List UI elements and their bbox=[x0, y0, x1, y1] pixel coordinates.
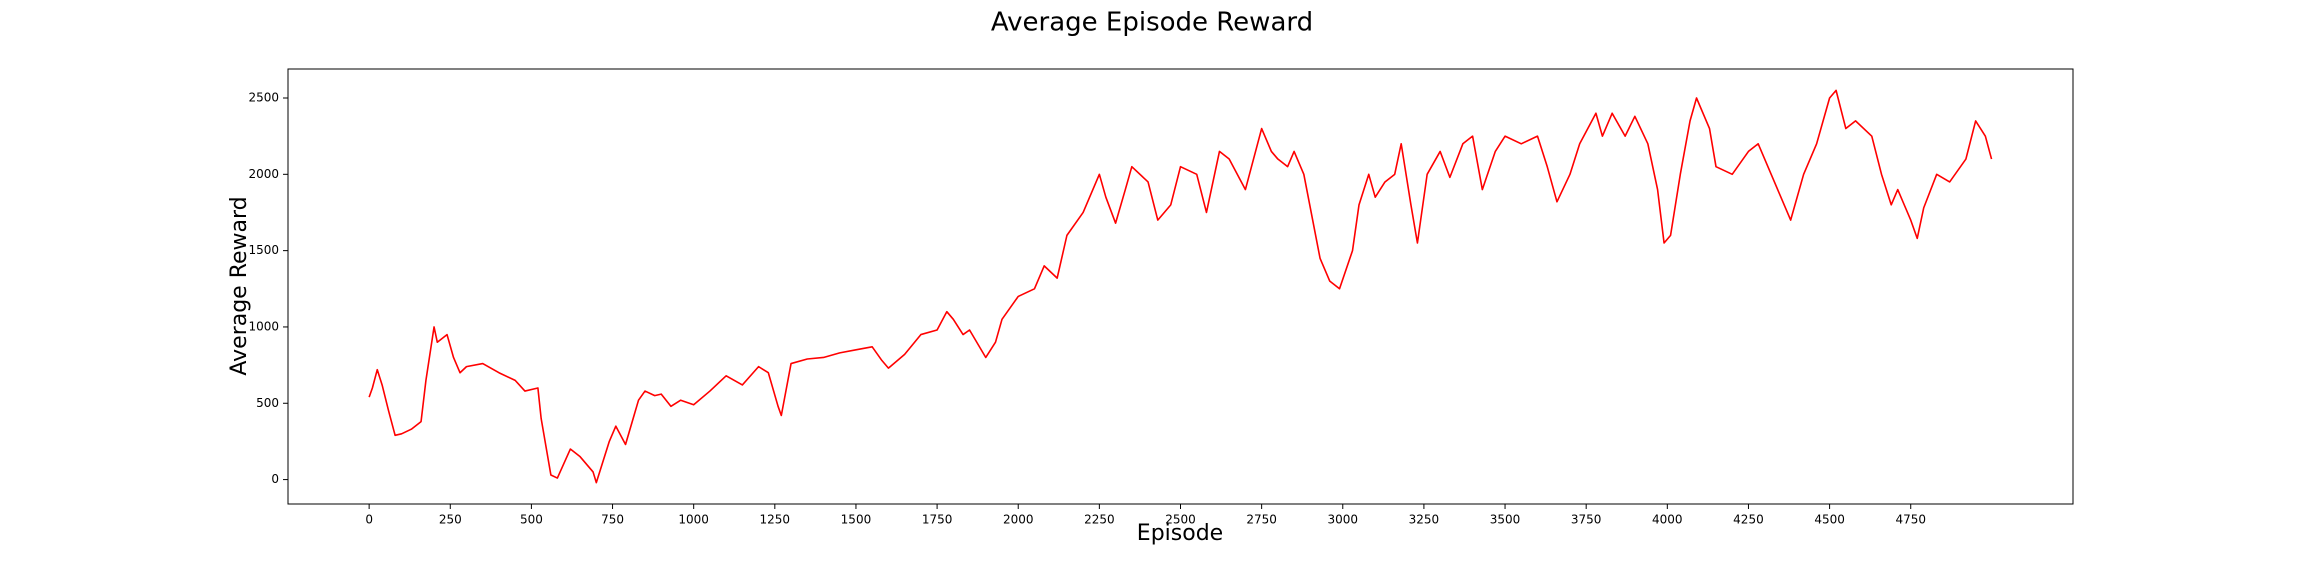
x-tick-label: 500 bbox=[520, 513, 543, 527]
x-tick-label: 3000 bbox=[1327, 513, 1358, 527]
x-tick-label: 2250 bbox=[1084, 513, 1115, 527]
x-tick-label: 4500 bbox=[1814, 513, 1845, 527]
y-tick-label: 2000 bbox=[248, 167, 279, 181]
x-tick-label: 2500 bbox=[1165, 513, 1196, 527]
y-tick-label: 0 bbox=[271, 472, 279, 486]
x-tick-label: 3750 bbox=[1571, 513, 1602, 527]
y-tick-label: 500 bbox=[256, 396, 279, 410]
x-tick-label: 1750 bbox=[922, 513, 953, 527]
x-tick-label: 3500 bbox=[1490, 513, 1521, 527]
x-tick-label: 1000 bbox=[678, 513, 709, 527]
y-tick-label: 1000 bbox=[248, 319, 279, 333]
y-tick-label: 2500 bbox=[248, 91, 279, 105]
x-tick-label: 4250 bbox=[1733, 513, 1764, 527]
x-tick-label: 2000 bbox=[1003, 513, 1034, 527]
x-tick-label: 1250 bbox=[760, 513, 791, 527]
x-tick-label: 0 bbox=[365, 513, 373, 527]
x-tick-label: 250 bbox=[439, 513, 462, 527]
data-line bbox=[368, 89, 1993, 484]
plot-frame bbox=[287, 68, 2074, 505]
x-tick-label: 1500 bbox=[841, 513, 872, 527]
y-tick-label: 1500 bbox=[248, 243, 279, 257]
x-tick-label: 750 bbox=[601, 513, 624, 527]
x-tick-label: 2750 bbox=[1246, 513, 1277, 527]
chart-title: Average Episode Reward bbox=[991, 8, 1313, 38]
x-tick-label: 3250 bbox=[1409, 513, 1440, 527]
x-tick-label: 4750 bbox=[1895, 513, 1926, 527]
x-tick-label: 4000 bbox=[1652, 513, 1683, 527]
y-axis-label: Average Reward bbox=[227, 196, 252, 375]
x-axis-label: Episode bbox=[1137, 521, 1223, 546]
